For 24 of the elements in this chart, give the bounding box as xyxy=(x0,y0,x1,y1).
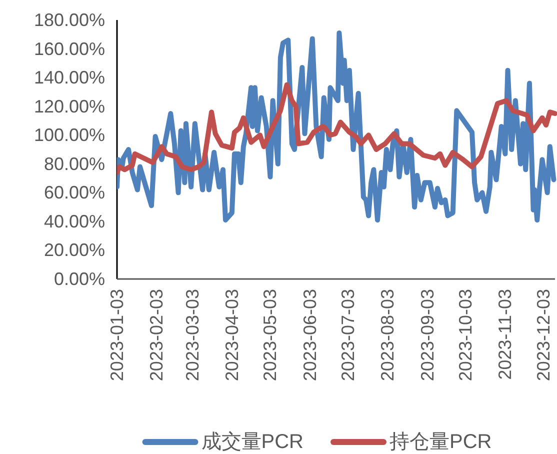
x-tick-label: 2023-12-03 xyxy=(534,289,554,382)
x-tick-label: 2023-09-03 xyxy=(417,289,438,382)
x-tick-label: 2023-07-03 xyxy=(338,289,358,382)
x-tick-label: 2023-11-03 xyxy=(495,289,516,380)
y-tick-label: 160.00% xyxy=(34,38,105,59)
x-tick-label: 2023-04-03 xyxy=(222,289,242,382)
y-tick-label: 0.00% xyxy=(54,269,105,289)
x-tick-label: 2023-05-03 xyxy=(260,289,280,382)
legend-label: 持仓量PCR xyxy=(390,431,492,453)
y-tick-label: 60.00% xyxy=(44,182,105,203)
y-tick-label: 140.00% xyxy=(34,68,105,88)
x-tick-label: 2023-10-03 xyxy=(456,289,476,382)
legend-label: 成交量PCR xyxy=(201,431,304,453)
x-tick-label: 2023-06-03 xyxy=(300,289,320,382)
y-tick-label: 40.00% xyxy=(44,211,105,232)
y-tick-label: 100.00% xyxy=(34,125,105,146)
y-tick-label: 80.00% xyxy=(44,154,105,174)
x-tick-label: 2023-02-03 xyxy=(146,289,167,382)
x-tick-label: 2023-01-03 xyxy=(107,289,127,382)
x-tick-label: 2023-08-03 xyxy=(378,289,398,382)
y-tick-label: 120.00% xyxy=(34,96,105,116)
x-tick-label: 2023-03-03 xyxy=(182,289,202,382)
y-tick-label: 20.00% xyxy=(44,240,105,260)
y-tick-label: 180.00% xyxy=(34,10,105,30)
